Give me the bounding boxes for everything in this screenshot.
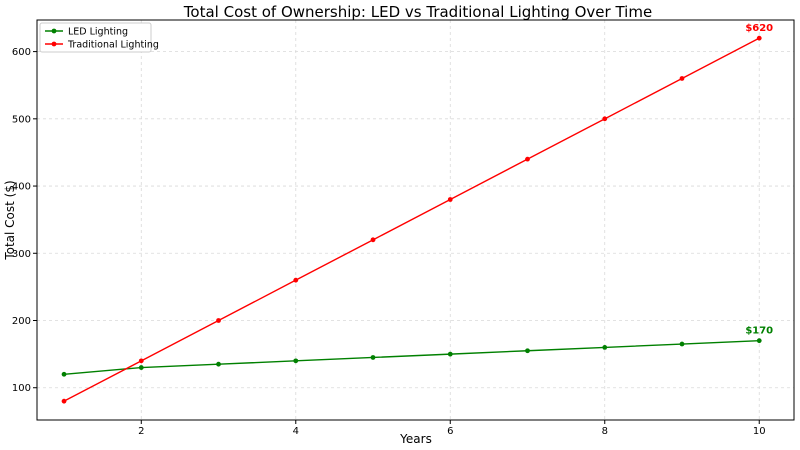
plot-frame (36, 19, 795, 421)
series-layer: $170 $620 (61, 23, 773, 404)
y-axis-label: Total Cost ($) (3, 180, 17, 260)
chart-title: Total Cost of Ownership: LED vs Traditio… (183, 3, 652, 21)
data-point-traditional-lighting (602, 116, 608, 122)
x-tick-label: 2 (138, 426, 144, 437)
data-point-led-lighting (216, 361, 221, 367)
y-tick-label: 400 (12, 182, 31, 193)
legend-marker-led-lighting (51, 28, 57, 34)
end-value-label-traditional-lighting: $620 (745, 23, 773, 34)
x-tick-label: 4 (293, 426, 299, 437)
y-tick-label: 100 (12, 383, 31, 394)
y-tick-label: 200 (12, 316, 31, 327)
data-point-traditional-lighting (447, 197, 453, 202)
data-point-led-lighting (756, 338, 762, 344)
data-point-traditional-lighting (138, 358, 144, 364)
data-point-traditional-lighting (293, 277, 299, 283)
data-point-traditional-lighting (216, 318, 221, 323)
data-point-traditional-lighting (370, 237, 376, 243)
y-tick-label: 500 (12, 114, 31, 125)
data-point-led-lighting (602, 344, 608, 350)
y-tick-label: 600 (12, 47, 31, 58)
data-point-led-lighting (61, 371, 67, 377)
legend: LED Lighting Traditional Lighting (39, 22, 159, 53)
legend-marker-traditional-lighting (51, 41, 57, 47)
legend-label-traditional-lighting: Traditional Lighting (67, 40, 159, 51)
tick-layer: 2 4 6 8 10 100 200 300 400 500 600 (12, 47, 766, 437)
x-axis-label: Years (399, 432, 432, 446)
x-tick-label: 6 (447, 426, 453, 437)
y-tick-label: 300 (12, 249, 31, 260)
data-point-led-lighting (525, 348, 530, 354)
legend-box (39, 22, 152, 53)
data-point-led-lighting (370, 355, 376, 360)
data-point-led-lighting (447, 351, 453, 357)
series-line-led-lighting (63, 339, 760, 375)
data-point-traditional-lighting (525, 156, 530, 162)
legend-label-led-lighting: LED Lighting (68, 27, 128, 38)
x-tick-label: 8 (602, 426, 608, 437)
data-point-traditional-lighting (756, 35, 762, 41)
grid-layer (37, 20, 794, 420)
data-point-led-lighting (138, 365, 144, 370)
end-value-label-led-lighting: $170 (745, 326, 773, 337)
data-point-led-lighting (679, 341, 685, 347)
series-line-traditional-lighting (63, 37, 760, 402)
data-point-led-lighting (293, 358, 299, 364)
x-tick-label: 10 (753, 426, 766, 437)
data-point-traditional-lighting (679, 76, 685, 81)
data-point-traditional-lighting (61, 398, 67, 404)
